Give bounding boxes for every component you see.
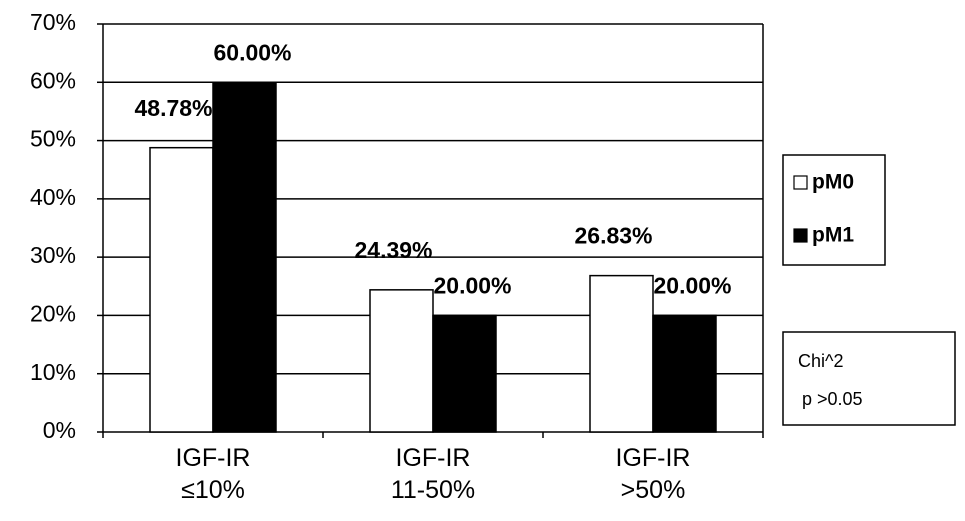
legend-swatch	[793, 175, 808, 190]
value-label: 24.39%	[354, 237, 432, 263]
annotation: Chi^2	[798, 351, 843, 371]
y-tick-label: 10%	[30, 359, 76, 385]
value-label: 20.00%	[653, 273, 731, 299]
y-tick-label: 70%	[30, 9, 76, 35]
bar	[149, 146, 214, 433]
bar	[589, 274, 654, 433]
legend-swatch	[793, 228, 808, 243]
y-tick-label: 40%	[30, 184, 76, 210]
bar	[432, 314, 497, 433]
value-label: 26.83%	[574, 223, 652, 249]
y-tick-label: 30%	[30, 242, 76, 268]
y-tick-label: 50%	[30, 126, 76, 152]
bar	[369, 289, 434, 433]
y-tick-label: 60%	[30, 67, 76, 93]
legend-label: pM1	[812, 224, 854, 247]
value-label: 60.00%	[213, 39, 291, 65]
x-tick-label: IGF-IR ≤10%	[175, 444, 251, 504]
legend-label: pM0	[812, 171, 854, 194]
y-tick-label: 20%	[30, 301, 76, 327]
annotation-box	[782, 331, 956, 426]
legend-box	[782, 154, 886, 266]
x-tick-label: IGF-IR 11-50%	[390, 444, 476, 504]
value-label: 48.78%	[134, 95, 212, 121]
annotation: p >0.05	[802, 389, 863, 409]
value-label: 20.00%	[433, 273, 511, 299]
bar	[212, 81, 277, 433]
x-tick-label: IGF-IR >50%	[615, 444, 691, 504]
bar	[652, 314, 717, 433]
y-tick-label: 0%	[43, 417, 76, 443]
